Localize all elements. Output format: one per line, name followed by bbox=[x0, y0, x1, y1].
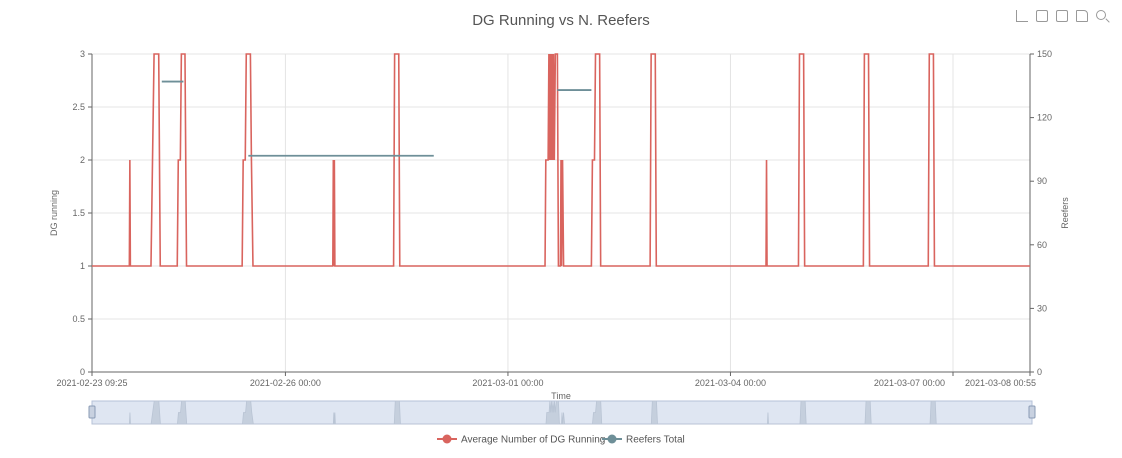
line-chart-icon[interactable] bbox=[1016, 10, 1028, 22]
y-right-tick-label: 30 bbox=[1037, 303, 1047, 313]
save-image-icon[interactable] bbox=[1076, 10, 1088, 22]
x-axis-title: Time bbox=[551, 391, 571, 401]
slider-preview-area bbox=[92, 400, 1032, 425]
legend-label-2: Reefers Total bbox=[626, 435, 685, 446]
zoom-icon[interactable] bbox=[1096, 10, 1106, 20]
y-right-tick-label: 60 bbox=[1037, 240, 1047, 250]
y-axis-left-title: DG running bbox=[49, 190, 59, 236]
y-right-tick-label: 120 bbox=[1037, 113, 1052, 123]
y-axis-right-title: Reefers bbox=[1060, 197, 1070, 229]
y-right-tick-label: 90 bbox=[1037, 176, 1047, 186]
y-left-tick-label: 2 bbox=[80, 155, 85, 165]
chart-title: DG Running vs N. Reefers bbox=[472, 12, 650, 29]
x-tick-label: 2021-03-01 00:00 bbox=[472, 378, 543, 388]
slider-handle bbox=[88, 405, 96, 419]
y-left-tick-label: 0.5 bbox=[72, 314, 85, 324]
restore-icon[interactable] bbox=[1036, 10, 1048, 22]
slider-handle bbox=[1028, 405, 1036, 419]
y-left-tick-label: 1.5 bbox=[72, 208, 85, 218]
x-tick-label: 2021-03-08 00:55 bbox=[965, 378, 1036, 388]
toolbox bbox=[1016, 10, 1106, 22]
legend-marker-1 bbox=[442, 434, 452, 444]
y-left-tick-label: 2.5 bbox=[72, 102, 85, 112]
y-left-tick-label: 0 bbox=[80, 367, 85, 377]
x-tick-label: 2021-03-04 00:00 bbox=[695, 378, 766, 388]
data-view-icon[interactable] bbox=[1056, 10, 1068, 22]
legend-label-1: Average Number of DG Running bbox=[461, 435, 605, 446]
y-left-tick-label: 3 bbox=[80, 49, 85, 59]
y-right-tick-label: 150 bbox=[1037, 49, 1052, 59]
series-line-average-dg-running bbox=[92, 53, 1030, 267]
y-right-tick-label: 0 bbox=[1037, 367, 1042, 377]
x-tick-label: 2021-02-23 09:25 bbox=[56, 378, 127, 388]
x-tick-label: 2021-03-07 00:00 bbox=[874, 378, 945, 388]
legend: Average Number of DG Running Reefers Tota… bbox=[437, 434, 685, 446]
y-left-tick-label: 1 bbox=[80, 261, 85, 271]
data-zoom-slider[interactable] bbox=[88, 400, 1036, 425]
x-tick-label: 2021-02-26 00:00 bbox=[250, 378, 321, 388]
legend-marker-2 bbox=[607, 434, 617, 444]
